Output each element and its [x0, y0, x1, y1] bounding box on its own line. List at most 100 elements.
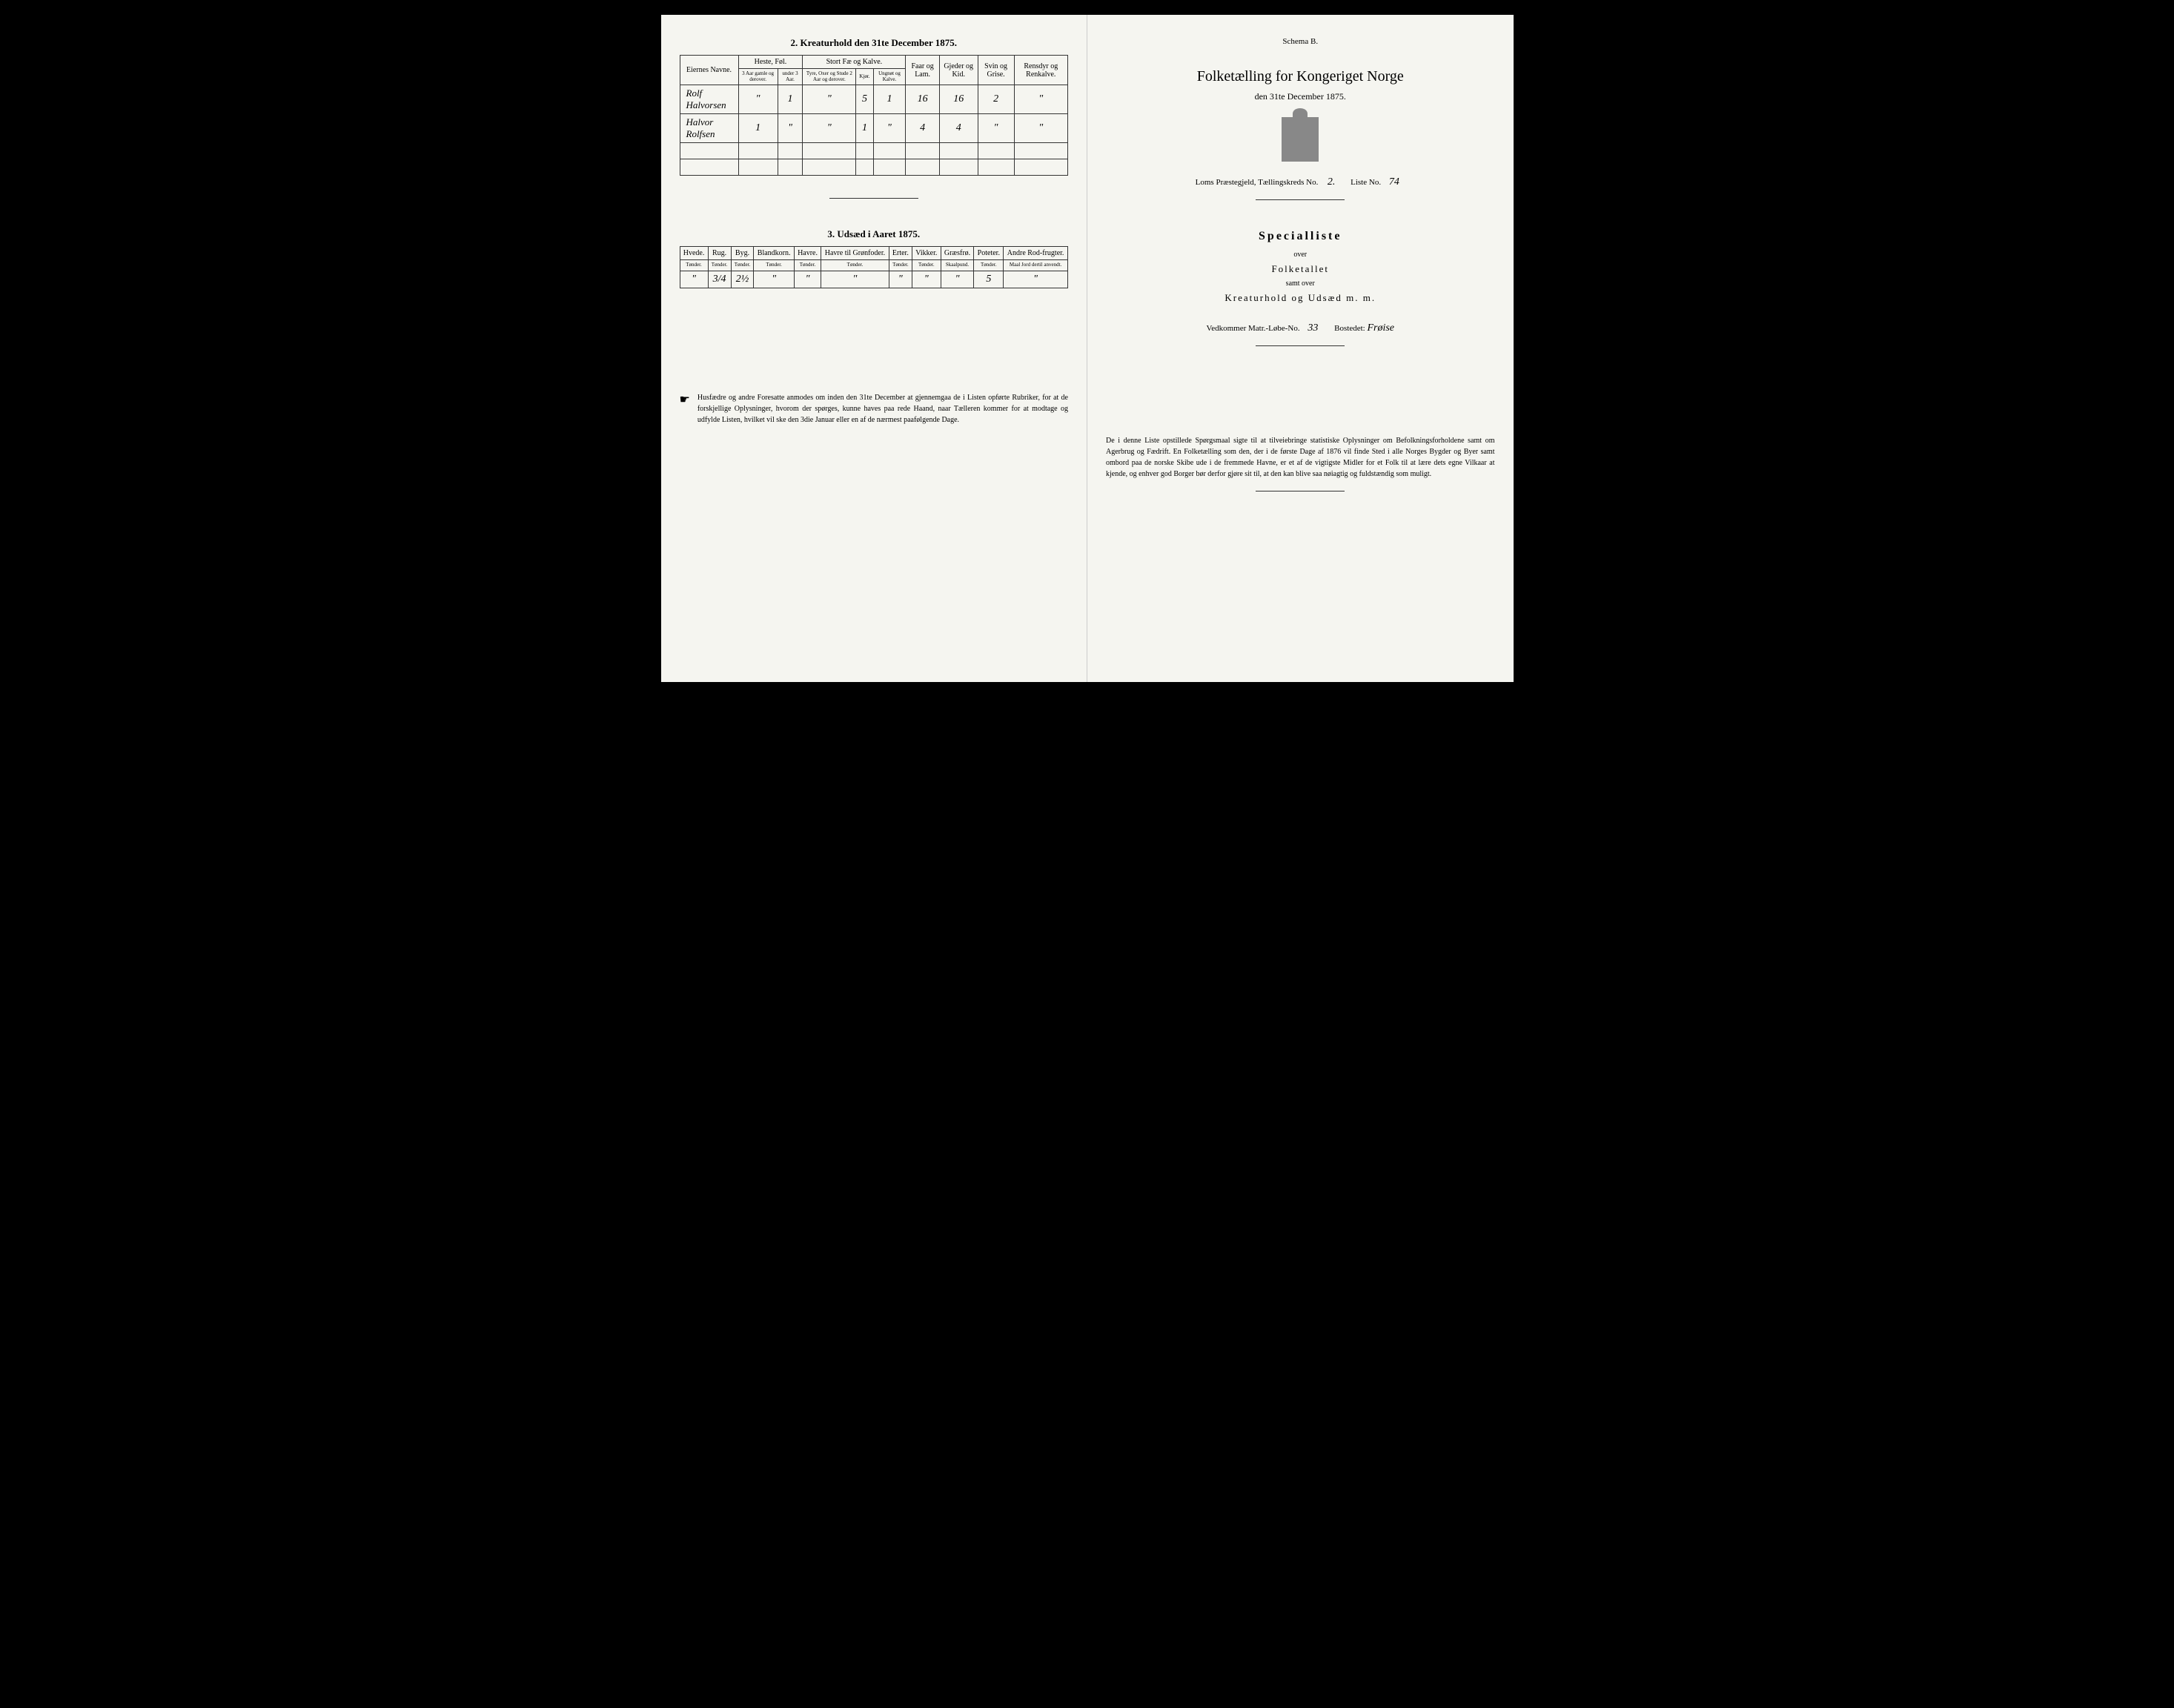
bosted-label: Bostedet: — [1334, 324, 1365, 333]
table-row: Halvor Rolfsen 1 " " 1 " 4 4 " " — [680, 114, 1068, 143]
col-sub: Maal Jord dertil anvendt. — [1004, 260, 1068, 271]
col-sub: Tønder. — [680, 260, 708, 271]
col-sub: Tønder. — [912, 260, 941, 271]
col-sub: Tønder. — [974, 260, 1004, 271]
section3-title: 3. Udsæd i Aaret 1875. — [680, 228, 1069, 240]
data-cell: 1 — [778, 85, 803, 114]
over-text: samt over — [1106, 279, 1495, 288]
livestock-table: Eiernes Navne. Heste, Føl. Stort Fæ og K… — [680, 55, 1069, 176]
data-cell: 1 — [873, 85, 906, 114]
census-document: 2. Kreaturhold den 31te December 1875. E… — [661, 15, 1514, 682]
col-header: Andre Rod-frugter. — [1004, 247, 1068, 260]
parish-label: Loms Præstegjeld, Tællingskreds No. — [1196, 178, 1319, 187]
col-goats: Gjeder og Kid. — [939, 56, 978, 85]
col-header: Rug. — [708, 247, 731, 260]
col-sub: Tønder. — [889, 260, 912, 271]
data-cell: 2½ — [731, 271, 754, 288]
pointing-hand-icon: ☛ — [680, 392, 690, 426]
col-sub: Tønder. — [821, 260, 889, 271]
list-label: Liste No. — [1351, 178, 1381, 187]
col-cattle-b: Kjør. — [856, 69, 873, 85]
data-cell: " — [912, 271, 941, 288]
col-horses: Heste, Føl. — [738, 56, 803, 69]
subject-kreaturhold: Kreaturhold og Udsæd m. m. — [1106, 292, 1495, 304]
col-reindeer: Rensdyr og Renkalve. — [1014, 56, 1067, 85]
owner-cell: Rolf Halvorsen — [680, 85, 738, 114]
list-no: 74 — [1383, 176, 1405, 188]
divider — [1256, 345, 1345, 346]
bosted-value: Frøise — [1367, 322, 1394, 334]
data-cell: 4 — [906, 114, 939, 143]
footnote-text: Husfædre og andre Foresatte anmodes om i… — [697, 392, 1068, 426]
data-cell: " — [754, 271, 794, 288]
col-header: Byg. — [731, 247, 754, 260]
schema-label: Schema B. — [1106, 37, 1495, 46]
data-cell: 16 — [906, 85, 939, 114]
col-header: Havre. — [794, 247, 821, 260]
data-cell: " — [1014, 85, 1067, 114]
data-cell: 16 — [939, 85, 978, 114]
over-text: over — [1106, 251, 1495, 259]
date-subtitle: den 31te December 1875. — [1106, 91, 1495, 102]
divider — [1256, 199, 1345, 200]
data-cell: 2 — [978, 85, 1014, 114]
col-horses-b: under 3 Aar. — [778, 69, 803, 85]
col-header: Hvede. — [680, 247, 708, 260]
data-cell: 4 — [939, 114, 978, 143]
data-cell: " — [803, 85, 856, 114]
data-cell: " — [873, 114, 906, 143]
col-header: Blandkorn. — [754, 247, 794, 260]
col-header: Havre til Grønfoder. — [821, 247, 889, 260]
col-sub: Tønder. — [708, 260, 731, 271]
data-cell: 3/4 — [708, 271, 731, 288]
specialliste-title: Specialliste — [1106, 230, 1495, 243]
data-cell: " — [821, 271, 889, 288]
data-cell: " — [978, 114, 1014, 143]
col-header: Poteter. — [974, 247, 1004, 260]
data-cell: 1 — [856, 114, 873, 143]
parish-no: 2. — [1320, 176, 1342, 188]
divider — [829, 198, 918, 199]
data-cell: " — [680, 271, 708, 288]
col-pigs: Svin og Grise. — [978, 56, 1014, 85]
data-cell: 5 — [856, 85, 873, 114]
right-page: Schema B. Folketælling for Kongeriget No… — [1087, 15, 1514, 682]
col-cattle: Stort Fæ og Kalve. — [803, 56, 906, 69]
col-sub: Tønder. — [754, 260, 794, 271]
col-cattle-a: Tyre, Oxer og Stude 2 Aar og derover. — [803, 69, 856, 85]
matr-line: Vedkommer Matr.-Løbe-No. 33 Bostedet: Fr… — [1106, 322, 1495, 334]
data-cell: " — [1004, 271, 1068, 288]
col-sub: Tønder. — [731, 260, 754, 271]
owner-cell: Halvor Rolfsen — [680, 114, 738, 143]
data-cell: 1 — [738, 114, 778, 143]
left-footnote: ☛ Husfædre og andre Foresatte anmodes om… — [680, 392, 1069, 426]
col-header: Vikker. — [912, 247, 941, 260]
right-footnote: De i denne Liste opstillede Spørgsmaal s… — [1106, 435, 1495, 480]
col-sheep: Faar og Lam. — [906, 56, 939, 85]
matr-no: 33 — [1302, 322, 1324, 334]
col-header: Erter. — [889, 247, 912, 260]
main-title: Folketælling for Kongeriget Norge — [1106, 68, 1495, 85]
data-cell: " — [738, 85, 778, 114]
col-header: Græsfrø. — [941, 247, 974, 260]
data-cell: " — [941, 271, 974, 288]
col-owner: Eiernes Navne. — [680, 56, 738, 85]
blank-row — [680, 143, 1068, 159]
col-horses-a: 3 Aar gamle og derover. — [738, 69, 778, 85]
data-cell: 5 — [974, 271, 1004, 288]
table-row: " 3/4 2½ " " " " " " 5 " — [680, 271, 1068, 288]
data-cell: " — [794, 271, 821, 288]
data-cell: " — [778, 114, 803, 143]
seed-table: Hvede. Rug. Byg. Blandkorn. Havre. Havre… — [680, 246, 1069, 288]
coat-of-arms-icon — [1282, 117, 1319, 162]
data-cell: " — [1014, 114, 1067, 143]
data-cell: " — [889, 271, 912, 288]
matr-label: Vedkommer Matr.-Løbe-No. — [1206, 324, 1299, 333]
col-sub: Tønder. — [794, 260, 821, 271]
parish-line: Loms Præstegjeld, Tællingskreds No. 2. L… — [1106, 176, 1495, 188]
subject-folketallet: Folketallet — [1106, 263, 1495, 275]
section2-title: 2. Kreaturhold den 31te December 1875. — [680, 37, 1069, 49]
col-cattle-c: Ungnøt og Kalve. — [873, 69, 906, 85]
data-cell: " — [803, 114, 856, 143]
left-page: 2. Kreaturhold den 31te December 1875. E… — [661, 15, 1088, 682]
